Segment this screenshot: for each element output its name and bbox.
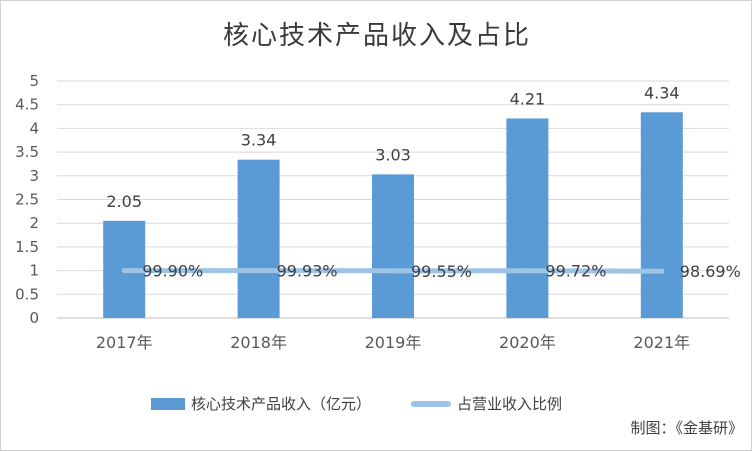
legend-label-revenue: 核心技术产品收入（亿元） (191, 395, 372, 413)
legend-swatch-bar (151, 397, 185, 410)
bar-value-label: 3.34 (241, 131, 277, 150)
ratio-value-label: 99.90% (142, 262, 203, 281)
ratio-value-label: 98.69% (680, 262, 741, 281)
y-tick-label: 2.5 (15, 191, 39, 209)
ratio-value-label: 99.93% (277, 262, 338, 281)
x-category-label: 2018年 (230, 333, 287, 352)
y-tick-label: 4 (29, 119, 39, 137)
ratio-point (524, 268, 530, 274)
y-tick-label: 0.5 (15, 285, 39, 303)
legend-label-ratio: 占营业收入比例 (457, 395, 563, 413)
y-tick-label: 3 (29, 167, 39, 185)
x-category-label: 2019年 (365, 333, 422, 352)
y-tick-label: 2 (29, 214, 39, 232)
y-tick-label: 1 (29, 262, 39, 280)
y-tick-label: 1.5 (15, 238, 39, 256)
legend-item-revenue: 核心技术产品收入（亿元） (151, 393, 371, 414)
legend-item-ratio: 占营业收入比例 (411, 393, 562, 414)
ratio-point (256, 268, 262, 274)
bar (372, 174, 414, 318)
ratio-point (659, 268, 665, 274)
bar-value-label: 4.34 (644, 83, 680, 102)
ratio-value-label: 99.72% (545, 262, 606, 281)
bar-value-label: 3.03 (375, 145, 411, 164)
ratio-point (390, 268, 396, 274)
bar-value-label: 2.05 (106, 192, 142, 211)
ratio-value-label: 99.55% (411, 262, 472, 281)
bar (506, 118, 549, 318)
bar (237, 159, 280, 318)
chart-title: 核心技术产品收入及占比 (222, 21, 531, 51)
y-tick-label: 4.5 (15, 96, 39, 114)
credit-text: 制图：《金基研》 (630, 419, 743, 437)
x-category-label: 2017年 (96, 333, 153, 352)
legend: 核心技术产品收入（亿元） 占营业收入比例 (151, 393, 562, 414)
y-tick-label: 0 (29, 309, 39, 327)
ratio-point (121, 268, 127, 274)
x-category-label: 2020年 (499, 333, 556, 352)
bar (640, 112, 683, 318)
x-category-label: 2021年 (633, 333, 690, 352)
y-tick-label: 5 (29, 72, 39, 90)
legend-swatch-line (411, 400, 452, 407)
y-tick-label: 3.5 (15, 143, 39, 161)
bar-value-label: 4.21 (510, 89, 546, 108)
